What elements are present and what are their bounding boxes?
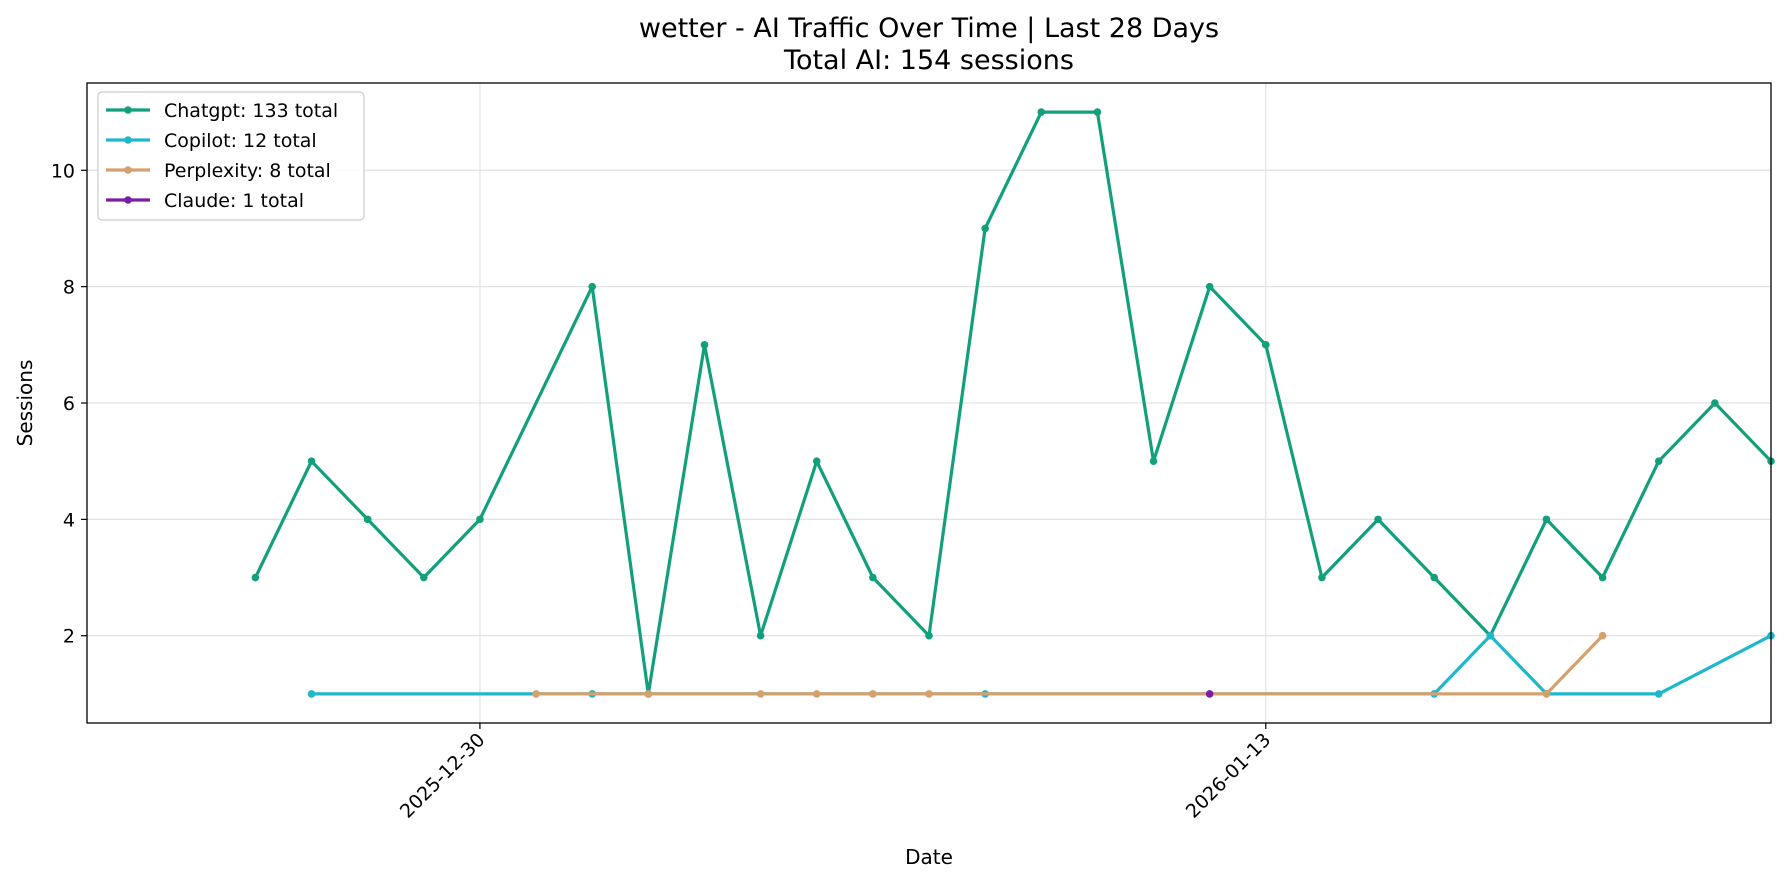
- legend-item: Chatgpt: 133 total: [106, 100, 338, 122]
- data-point: [307, 457, 316, 465]
- legend: Chatgpt: 133 total Copilot: 12 total Perpl…: [97, 91, 365, 221]
- data-point: [1093, 108, 1102, 116]
- x-axis-label: Date: [905, 845, 953, 869]
- data-point: [1542, 690, 1551, 698]
- data-point: [588, 282, 596, 291]
- data-point: [1430, 573, 1438, 582]
- data-point: [1205, 282, 1214, 291]
- data-point: [420, 573, 428, 582]
- data-point: [869, 573, 877, 582]
- series-lines: [251, 108, 1775, 698]
- chart-title: wetter - AI Traffic Over Time | Last 28 …: [639, 13, 1219, 44]
- legend-item: Claude: 1 total: [106, 190, 304, 212]
- data-point: [251, 573, 260, 582]
- data-point: [1486, 631, 1495, 640]
- data-point: [1318, 573, 1326, 582]
- legend-marker: [124, 196, 132, 204]
- series-line: [536, 634, 1604, 696]
- data-point: [869, 690, 877, 698]
- data-point: [644, 690, 653, 698]
- data-point: [1262, 341, 1270, 349]
- data-point: [756, 690, 765, 698]
- data-point: [1205, 690, 1214, 698]
- y-axis-ticks: 2 4 6 8 10: [51, 160, 87, 648]
- y-tick-label: 2: [63, 626, 75, 648]
- data-point: [307, 690, 316, 698]
- y-axis-label: Sessions: [13, 360, 37, 447]
- chart-subtitle: Total AI: 154 sessions: [783, 45, 1074, 76]
- series-4: [1205, 690, 1214, 698]
- data-point: [812, 690, 821, 698]
- data-point: [1598, 573, 1607, 582]
- legend-item: Perplexity: 8 total: [106, 160, 331, 182]
- data-point: [1037, 108, 1046, 116]
- data-point: [532, 690, 540, 698]
- legend-marker: [124, 166, 132, 174]
- legend-marker: [124, 106, 132, 114]
- data-point: [1654, 690, 1663, 698]
- y-tick-label: 10: [51, 160, 75, 182]
- legend-label: Chatgpt: 133 total: [164, 100, 338, 122]
- legend-box: [97, 91, 365, 221]
- data-point: [1374, 515, 1382, 524]
- series-3: [532, 631, 1607, 698]
- data-point: [700, 341, 709, 349]
- legend-label: Claude: 1 total: [164, 190, 304, 212]
- legend-label: Copilot: 12 total: [164, 130, 317, 152]
- data-point: [1711, 399, 1719, 407]
- series-1: [251, 108, 1775, 698]
- y-tick-label: 6: [63, 393, 75, 415]
- data-point: [476, 515, 484, 524]
- data-point: [756, 631, 765, 640]
- legend-item: Copilot: 12 total: [106, 130, 317, 152]
- data-point: [925, 631, 933, 640]
- data-point: [812, 457, 821, 465]
- y-tick-label: 8: [63, 277, 75, 299]
- data-point: [925, 690, 933, 698]
- data-point: [1598, 631, 1607, 640]
- data-point: [1654, 457, 1663, 465]
- data-point: [1542, 515, 1551, 524]
- data-point: [981, 224, 989, 233]
- y-tick-label: 4: [63, 509, 75, 531]
- data-point: [363, 515, 372, 524]
- data-point: [1149, 457, 1158, 465]
- legend-label: Perplexity: 8 total: [164, 160, 331, 182]
- legend-marker: [124, 136, 132, 144]
